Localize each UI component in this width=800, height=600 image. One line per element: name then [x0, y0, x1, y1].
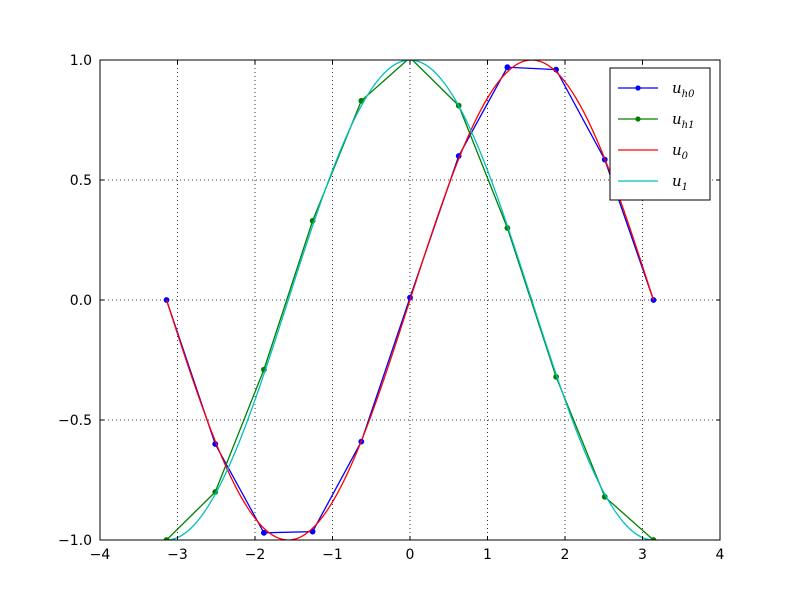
x-tick-label: 2 [561, 547, 570, 563]
x-tick-label: 4 [716, 547, 725, 563]
series-layer [163, 60, 657, 540]
legend-marker-u_h1 [635, 116, 641, 122]
series-line-u_h1 [166, 60, 654, 540]
legend: uh0 uh1 u0 u1 [609, 67, 711, 201]
y-tick-label: 0.5 [70, 173, 92, 189]
x-tick-label: −3 [167, 547, 188, 563]
data-point-u_h0 [163, 297, 170, 303]
legend-label-u_0: u0 [672, 141, 689, 162]
x-tick-label: −1 [322, 547, 343, 563]
data-point-u_h0 [504, 64, 511, 71]
y-tick-label: −1.0 [58, 533, 92, 549]
x-tick-label: −4 [90, 547, 111, 563]
data-point-u_h0 [650, 297, 657, 303]
x-tick-label: −2 [245, 547, 266, 563]
legend-box [609, 67, 711, 201]
y-tick-label: −0.5 [58, 413, 92, 429]
legend-label-u_1: u1 [672, 172, 688, 193]
series-line-u_0 [165, 60, 655, 540]
legend-label-u_h0: uh0 [672, 79, 695, 100]
series-line-u_1 [166, 60, 654, 540]
x-tick-label: 1 [483, 547, 492, 563]
y-tick-label: 1.0 [70, 53, 92, 69]
x-tick-label: 0 [406, 547, 415, 563]
ticks: −4 −3 −2 −1 0 1 2 3 4 −1.0 −0.5 0.0 0.5 1.0 [58, 53, 725, 563]
y-tick-label: 0.0 [70, 293, 92, 309]
data-point-u_h0 [261, 529, 267, 536]
legend-marker-u_h0 [635, 85, 641, 91]
x-tick-label: 3 [638, 547, 647, 563]
legend-label-u_h1: uh1 [672, 110, 694, 131]
